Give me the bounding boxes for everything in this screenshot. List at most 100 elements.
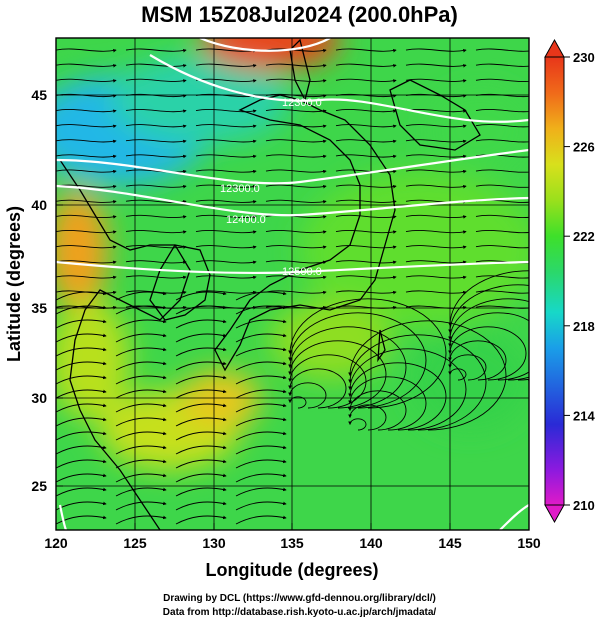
streamline: [56, 78, 117, 83]
streamline: [288, 396, 307, 409]
streamline: [56, 245, 117, 250]
contour-label: 12300.0: [282, 97, 322, 109]
streamline: [125, 275, 187, 280]
streamline: [265, 184, 327, 189]
streamline: [265, 78, 327, 83]
streamline: [405, 139, 467, 144]
streamline: [265, 290, 327, 295]
streamline: [175, 347, 227, 357]
streamline: [265, 124, 327, 129]
streamline: [175, 487, 227, 497]
streamline: [476, 34, 536, 36]
streamline: [125, 169, 187, 174]
streamline: [348, 418, 367, 431]
streamline: [235, 319, 287, 329]
weather-map: 12300.0 12300.0 12400.0 12500.0 120 125 13…: [4, 34, 595, 580]
streamline: [475, 78, 529, 82]
streamline: [125, 245, 187, 250]
colorbar-tick-label: 222: [573, 229, 595, 244]
streamline: [125, 48, 187, 53]
streamline: [56, 139, 117, 144]
streamline: [405, 260, 467, 265]
streamline: [335, 169, 397, 174]
coastlines: [59, 38, 481, 530]
streamline: [56, 154, 117, 159]
x-tick-label: 150: [517, 535, 541, 551]
streamline: [335, 154, 397, 159]
streamline: [115, 473, 167, 483]
streamline: [115, 375, 167, 385]
streamline: [448, 270, 529, 381]
streamline: [335, 124, 397, 129]
streamline: [195, 245, 257, 250]
streamline: [115, 417, 167, 427]
streamline: [448, 368, 467, 381]
streamline: [125, 260, 187, 265]
streamline: [335, 214, 397, 219]
streamline: [288, 340, 387, 409]
streamline: [405, 290, 467, 295]
wind-streamlines: [56, 34, 536, 525]
streamline: [235, 445, 287, 455]
streamline: [475, 109, 529, 113]
streamline: [475, 169, 529, 173]
streamline: [266, 34, 326, 36]
streamline: [115, 501, 167, 511]
x-tick-label: 140: [359, 535, 383, 551]
streamline: [125, 184, 187, 189]
streamline: [125, 93, 187, 98]
streamline: [56, 214, 117, 219]
streamline: [195, 139, 257, 144]
streamline: [56, 305, 117, 310]
streamline: [348, 334, 487, 431]
streamline: [175, 501, 227, 511]
streamline: [265, 109, 327, 113]
streamline: [195, 109, 257, 113]
streamline: [475, 154, 529, 158]
streamline: [195, 260, 257, 265]
x-tick-label: 145: [438, 535, 462, 551]
streamline: [265, 48, 327, 53]
streamline: [175, 333, 227, 343]
streamline: [448, 354, 487, 381]
streamline: [475, 229, 529, 234]
y-tick-label: 35: [31, 300, 47, 316]
streamline: [56, 333, 107, 343]
streamline: [235, 515, 287, 525]
streamline: [265, 214, 327, 219]
streamline: [348, 362, 447, 431]
streamline: [335, 184, 397, 189]
streamline: [348, 390, 407, 431]
streamline: [56, 305, 107, 315]
streamline: [235, 403, 287, 413]
streamline: [115, 459, 167, 469]
streamline: [475, 93, 529, 98]
streamline: [175, 319, 227, 329]
y-axis: 25 30 35 40 45: [31, 87, 63, 494]
streamline: [336, 34, 396, 36]
streamline: [475, 184, 529, 188]
colorbar: 210 214 218 222 226 230: [544, 38, 595, 524]
streamline: [115, 431, 167, 441]
streamline: [56, 431, 107, 441]
streamline: [115, 515, 167, 525]
streamline: [115, 445, 167, 455]
y-tick-label: 40: [31, 197, 47, 213]
colorbar-tick-label: 214: [573, 408, 595, 423]
streamline: [335, 48, 397, 53]
streamline: [475, 63, 529, 67]
streamline: [125, 124, 187, 129]
streamline: [405, 305, 467, 310]
streamline: [125, 229, 187, 234]
streamline: [175, 291, 227, 301]
streamline: [475, 214, 529, 219]
colorbar-tick-label: 230: [573, 50, 595, 65]
streamline: [56, 473, 107, 483]
streamline: [405, 214, 467, 219]
chart-title: MSM 15Z08Jul2024 (200.0hPa): [141, 2, 458, 27]
streamline: [335, 63, 397, 68]
streamline: [56, 48, 117, 53]
credit-line-data: Data from http://database.rish.kyoto-u.a…: [162, 607, 437, 618]
streamline: [405, 48, 467, 53]
streamline: [405, 169, 467, 174]
